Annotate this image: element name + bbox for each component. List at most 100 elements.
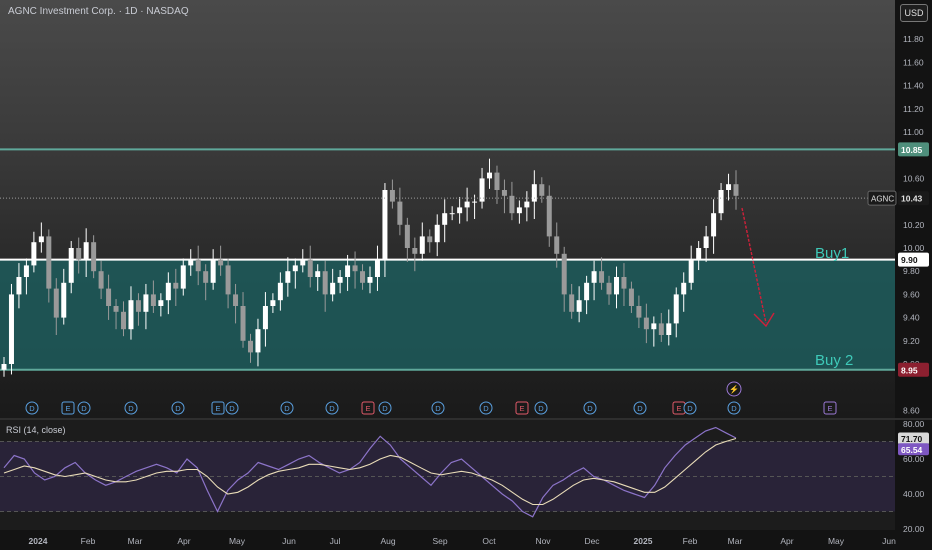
candle	[46, 236, 52, 289]
candle	[658, 323, 664, 335]
x-tick-label: Sep	[432, 536, 447, 546]
event-label: E	[676, 404, 681, 413]
candle	[576, 300, 582, 312]
candle	[509, 195, 515, 214]
event-label: D	[81, 404, 87, 413]
current-price-badge-bg	[898, 191, 929, 206]
rsi-value-badge-bg	[898, 432, 929, 445]
candle	[277, 282, 283, 301]
event-label: D	[731, 404, 737, 413]
dividend-marker	[479, 401, 493, 415]
candle	[487, 172, 493, 179]
symbol-badge: AGNC	[871, 195, 894, 204]
event-label: D	[29, 404, 35, 413]
dividend-marker	[378, 401, 392, 415]
candle	[292, 265, 298, 272]
currency-button[interactable]: USD	[900, 4, 928, 22]
candle	[412, 248, 418, 254]
candle	[726, 184, 732, 190]
candle	[479, 178, 485, 202]
earnings-marker	[515, 401, 529, 415]
candle	[554, 236, 560, 254]
candle	[337, 277, 343, 283]
rsi-tick-label: 80.00	[903, 419, 925, 429]
event-label: D	[329, 404, 335, 413]
candle	[703, 236, 709, 248]
candle	[38, 236, 44, 243]
y-tick-label: 11.40	[903, 81, 924, 91]
event-label: D	[229, 404, 235, 413]
candle	[688, 259, 694, 283]
x-tick-label: May	[229, 536, 246, 546]
buy1-label: Buy1	[815, 245, 849, 262]
candle	[262, 306, 268, 330]
buy2-label: Buy 2	[815, 352, 853, 369]
event-label: E	[215, 404, 220, 413]
event-label: E	[827, 404, 832, 413]
y-tick-label: 9.60	[903, 289, 920, 299]
candle	[636, 306, 642, 318]
candle	[628, 288, 634, 306]
candle	[397, 201, 403, 225]
dividend-marker	[325, 401, 339, 415]
candle	[8, 294, 14, 364]
x-tick-label: Mar	[728, 536, 743, 546]
candle	[128, 300, 134, 330]
candle	[218, 259, 224, 266]
dividend-marker	[25, 401, 39, 415]
candle	[718, 190, 724, 214]
dividend-marker	[583, 401, 597, 415]
candle	[494, 172, 500, 190]
event-label: D	[435, 404, 441, 413]
candle	[584, 282, 590, 301]
lightning-glyph: ⚡	[729, 384, 739, 394]
dividend-marker	[534, 401, 548, 415]
y-tick-label: 10.20	[903, 220, 925, 230]
candle	[569, 294, 575, 312]
earnings-marker	[61, 401, 75, 415]
candle	[158, 300, 164, 306]
candle	[135, 300, 141, 312]
x-tick-label: Jun	[882, 536, 896, 546]
candle	[165, 282, 171, 301]
rsi-line	[3, 426, 737, 518]
candle	[434, 224, 440, 243]
x-tick-label: Oct	[482, 536, 496, 546]
event-label: D	[687, 404, 693, 413]
event-label: E	[65, 404, 70, 413]
candle	[98, 271, 104, 289]
candle	[91, 242, 97, 272]
candle	[16, 277, 22, 295]
candle	[121, 311, 127, 330]
candle	[180, 265, 186, 289]
time-axis[interactable]	[0, 530, 895, 550]
y-tick-label: 11.80	[903, 34, 924, 44]
candle	[516, 207, 522, 214]
price-axis[interactable]	[895, 0, 932, 550]
candle	[733, 184, 739, 196]
rsi-ma-badge: 65.54	[901, 445, 923, 455]
rsi-tick-label: 60.00	[903, 454, 925, 464]
down-arrow-line	[741, 207, 767, 324]
candle	[352, 265, 358, 272]
candle	[150, 294, 156, 306]
candle	[255, 329, 261, 353]
candle	[382, 190, 388, 260]
candle	[300, 259, 306, 266]
resistance-price-badge: 10.85	[901, 145, 923, 155]
candle	[681, 282, 687, 295]
earnings-marker	[211, 401, 225, 415]
rsi-title: RSI (14, close)	[6, 425, 66, 435]
dividend-marker	[124, 401, 138, 415]
current-price-badge: 10.43	[901, 194, 923, 204]
event-label: D	[175, 404, 181, 413]
candle	[457, 207, 463, 214]
earnings-marker	[823, 401, 837, 415]
earnings-marker	[361, 401, 375, 415]
x-tick-label: Apr	[177, 536, 190, 546]
candle	[711, 213, 717, 237]
candle	[285, 271, 291, 283]
candle	[599, 271, 605, 283]
dividend-marker	[77, 401, 91, 415]
